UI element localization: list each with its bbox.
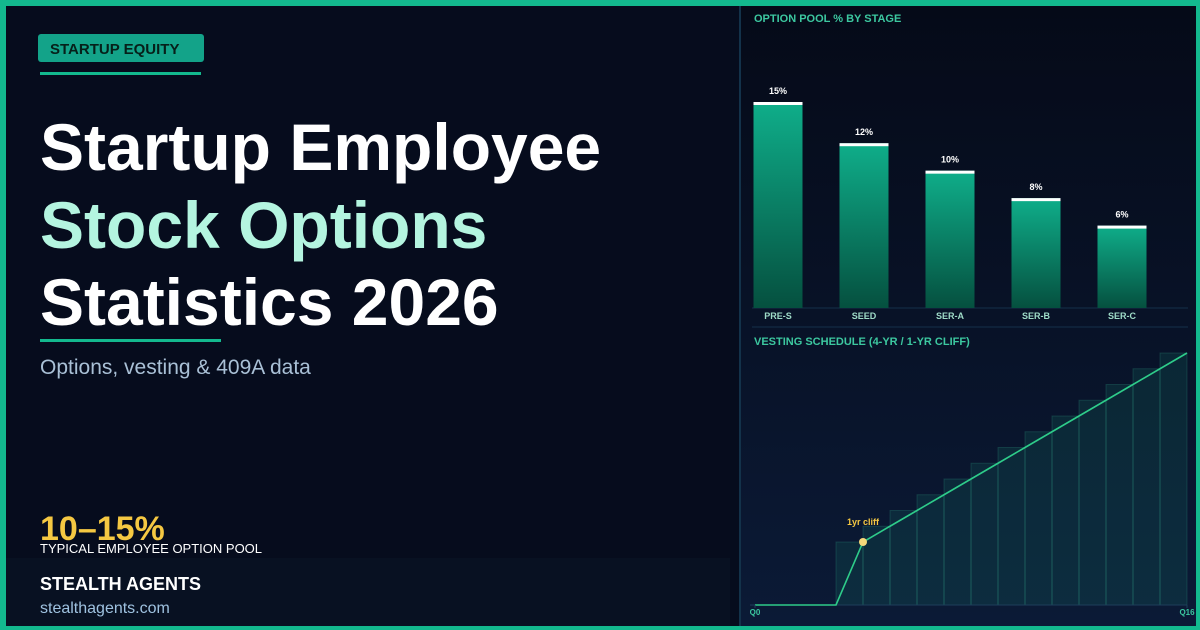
x-tick-label: PRE-S (764, 311, 792, 321)
step-bar (1159, 352, 1188, 606)
bar-cap (839, 143, 889, 147)
step-bar (997, 447, 1026, 606)
x-tick-label: SEED (852, 311, 877, 321)
step-bar (1078, 399, 1107, 606)
step-bar (943, 478, 972, 606)
value-label: 6% (1115, 210, 1128, 220)
title-line: Startup Employee (40, 110, 601, 184)
right-panel (740, 6, 1200, 626)
brand-name: STEALTH AGENTS (40, 574, 201, 594)
annotation: 1yr cliff (847, 517, 880, 527)
stat-value: 10–15% (40, 510, 165, 548)
badge (38, 34, 204, 62)
accent-line (40, 339, 221, 342)
bar-cap (1011, 198, 1061, 202)
badge-text: STARTUP EQUITY (50, 41, 179, 58)
right-border (1196, 0, 1200, 630)
bar (1011, 198, 1061, 308)
x-tick-label: SER-A (936, 311, 965, 321)
x-tick-label: SER-C (1108, 311, 1137, 321)
left-border (0, 0, 6, 630)
step-bar (916, 494, 945, 606)
bar (839, 143, 889, 308)
top-border (0, 0, 1200, 6)
bar (753, 102, 803, 308)
x-tick-label: Q0 (750, 608, 761, 617)
bar-cap (925, 170, 975, 174)
step-bar (1132, 368, 1161, 606)
vesting-line (755, 352, 1188, 606)
step-bar (1051, 415, 1080, 606)
x-tick-label: Q16 (1179, 608, 1195, 617)
step-bar (1024, 431, 1053, 606)
value-label: 10% (941, 155, 959, 165)
brand-url: stealthagents.com (40, 600, 170, 617)
value-label: 8% (1029, 182, 1042, 192)
value-label: 15% (769, 86, 787, 96)
x-tick-label: SER-B (1022, 311, 1051, 321)
bar-cap (753, 102, 803, 105)
step-bar (889, 510, 918, 606)
brand-strip (6, 558, 730, 626)
bar (1097, 225, 1147, 308)
step-bar (862, 525, 891, 606)
stat-label: TYPICAL EMPLOYEE OPTION POOL (40, 541, 262, 556)
chart-title: OPTION POOL % BY STAGE (754, 13, 901, 25)
step-bar (970, 462, 999, 606)
title-line: Statistics 2026 (40, 265, 499, 339)
annotation-dot (859, 538, 867, 546)
step-bar (1105, 384, 1134, 606)
bar-cap (1097, 225, 1147, 229)
accent-line (40, 72, 201, 75)
value-label: 12% (855, 127, 873, 137)
bar (925, 170, 975, 308)
title-line: Stock Options (40, 188, 487, 262)
chart-title: VESTING SCHEDULE (4-YR / 1-YR CLIFF) (754, 336, 970, 348)
bottom-border (0, 626, 1200, 630)
subtitle: Options, vesting & 409A data (40, 356, 311, 379)
